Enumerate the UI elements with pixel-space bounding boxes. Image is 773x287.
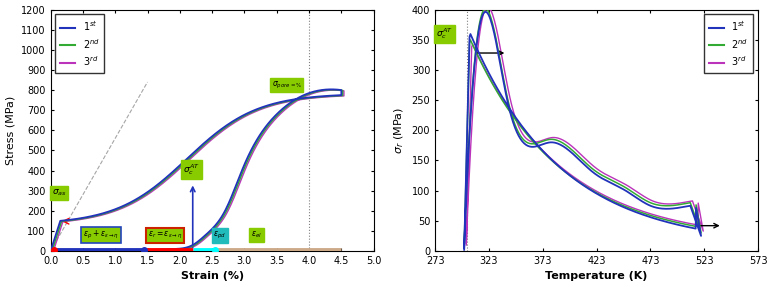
Text: $\sigma_c^{AT}$: $\sigma_c^{AT}$ bbox=[183, 162, 199, 177]
Text: $\varepsilon_p + \varepsilon_{\varepsilon\to\eta}$: $\varepsilon_p + \varepsilon_{\varepsilo… bbox=[83, 229, 119, 241]
X-axis label: Strain (%): Strain (%) bbox=[181, 272, 243, 282]
Text: $\sigma_{pore=\%}$: $\sigma_{pore=\%}$ bbox=[271, 79, 301, 90]
Legend: 1$^{st}$, 2$^{nd}$, 3$^{rd}$: 1$^{st}$, 2$^{nd}$, 3$^{rd}$ bbox=[704, 14, 753, 73]
Text: $\varepsilon_{el}$: $\varepsilon_{el}$ bbox=[251, 230, 262, 240]
Text: $\varepsilon_{pd}$: $\varepsilon_{pd}$ bbox=[213, 230, 226, 241]
Text: $\sigma_c^{AT}$: $\sigma_c^{AT}$ bbox=[436, 26, 453, 41]
Y-axis label: $\sigma_r$ (MPa): $\sigma_r$ (MPa) bbox=[393, 107, 406, 154]
Y-axis label: Stress (MPa): Stress (MPa) bbox=[5, 96, 15, 165]
Text: $\varepsilon_r = \varepsilon_{\varepsilon\to\eta}$: $\varepsilon_r = \varepsilon_{\varepsilo… bbox=[148, 230, 182, 241]
X-axis label: Temperature (K): Temperature (K) bbox=[546, 272, 648, 282]
Text: $\sigma_{as}$: $\sigma_{as}$ bbox=[52, 188, 66, 198]
Legend: 1$^{st}$, 2$^{nd}$, 3$^{rd}$: 1$^{st}$, 2$^{nd}$, 3$^{rd}$ bbox=[56, 14, 104, 73]
